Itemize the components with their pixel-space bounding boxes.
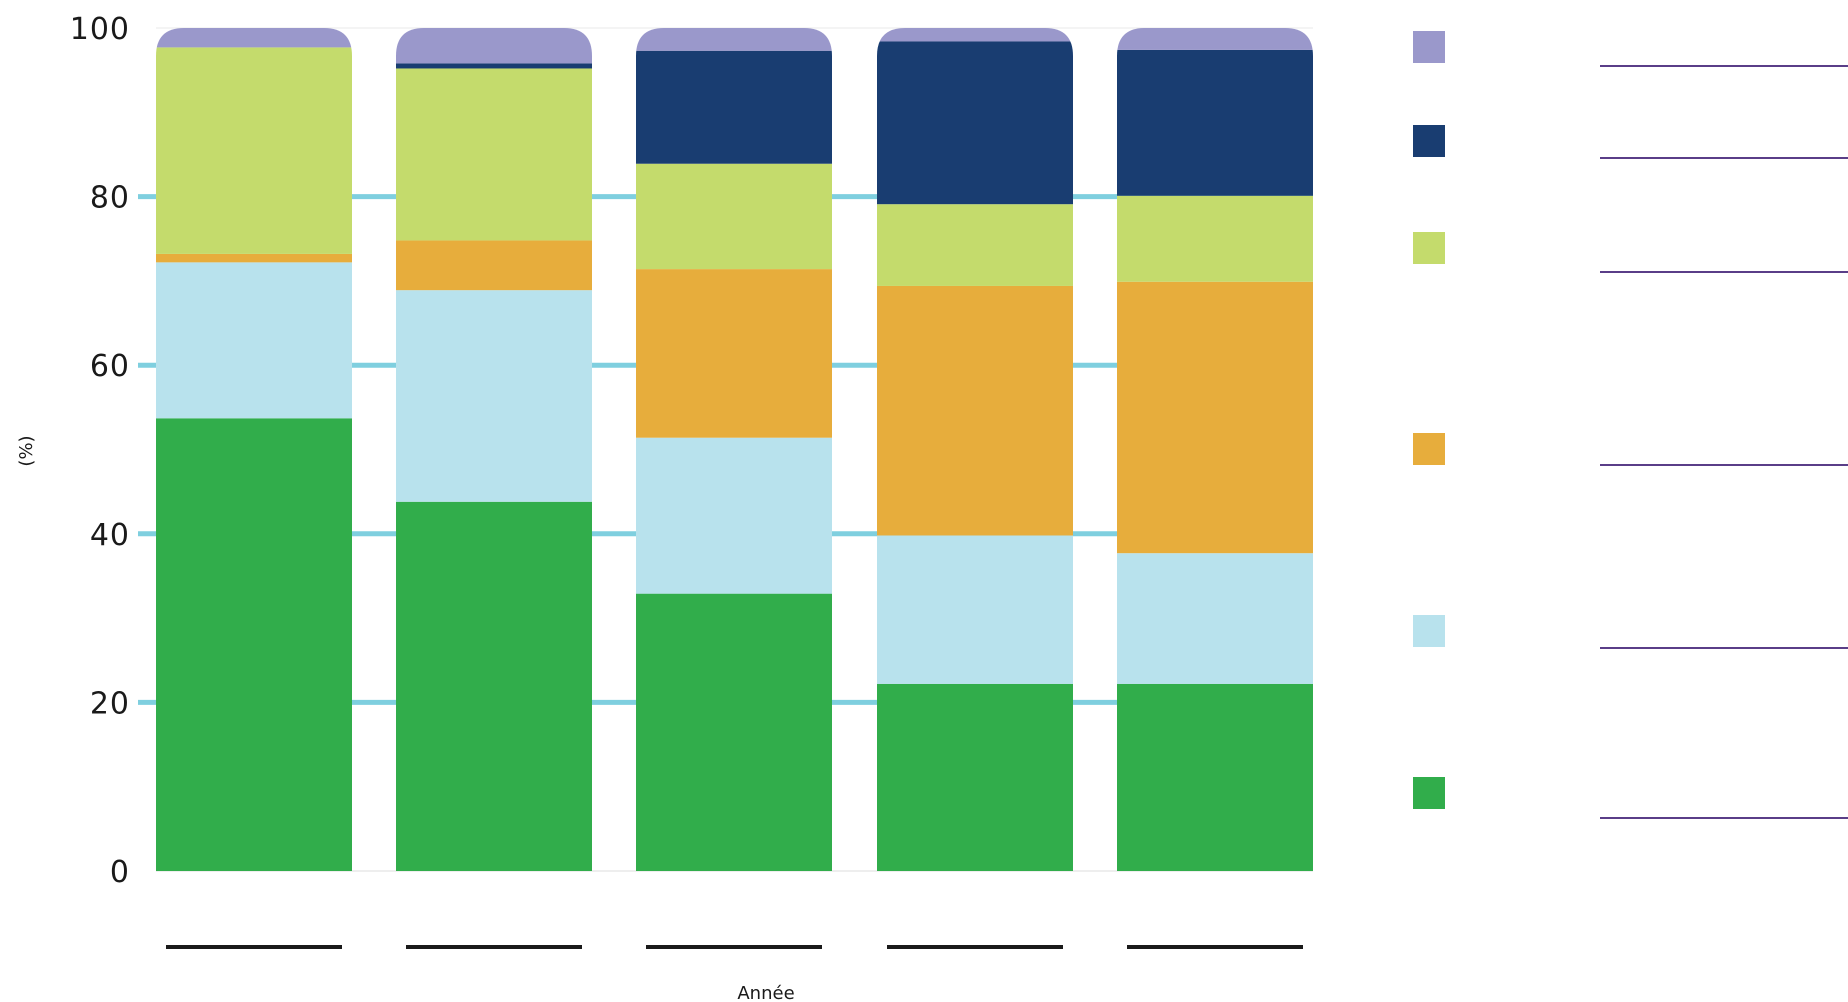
bar-stack [156,28,352,871]
bar-stack [636,28,832,871]
legend-item [1413,615,1848,649]
y-tick-label: 40 [90,518,130,553]
legend-item [1413,232,1848,273]
bar-segment [636,593,832,871]
legend-swatch [1413,615,1445,647]
bar-segment [877,28,1073,42]
bar-segment [1117,28,1313,50]
y-axis: 0 20 40 60 80 100 [70,12,130,890]
y-tick-label: 60 [90,349,130,384]
legend-item [1413,433,1848,466]
bar-segment [636,163,832,270]
bar-segment [877,41,1073,205]
bar-segment [877,683,1073,871]
bar-segment [156,418,352,871]
legend-swatch [1413,31,1445,63]
bar-stack [1117,28,1313,871]
bar-segment [396,240,592,291]
y-tick-label: 100 [70,12,130,47]
bar-segment [156,28,352,48]
bar-segment [1117,553,1313,684]
bar-stack [877,28,1073,871]
y-axis-label: (%) [16,435,37,466]
bar-segment [156,253,352,263]
bar-segment [396,68,592,241]
legend-item [1413,777,1848,819]
x-axis-label: Année [737,983,794,1002]
y-tick-label: 0 [110,855,130,890]
bar-segment [156,262,352,419]
legend-swatch [1413,777,1445,809]
bar-segment [156,47,352,254]
legend-item [1413,125,1848,159]
bars [156,28,1313,871]
legend-swatch [1413,433,1445,465]
bar-segment [1117,683,1313,871]
bar-segment [636,269,832,438]
bar-segment [396,63,592,69]
bar-segment [1117,281,1313,554]
bar-segment [877,204,1073,286]
bar-stack [396,28,592,871]
bar-segment [636,437,832,594]
bar-segment [396,501,592,871]
y-tick-label: 20 [90,686,130,721]
legend-swatch [1413,125,1445,157]
legend [1413,31,1848,819]
bar-segment [1117,195,1313,282]
bar-segment [636,28,832,51]
bar-segment [636,50,832,164]
legend-item [1413,31,1848,67]
y-tick-label: 80 [90,181,130,216]
bar-segment [877,535,1073,684]
bar-segment [396,28,592,64]
bar-segment [1117,49,1313,196]
legend-swatch [1413,232,1445,264]
bar-segment [877,285,1073,536]
bar-segment [396,290,592,502]
